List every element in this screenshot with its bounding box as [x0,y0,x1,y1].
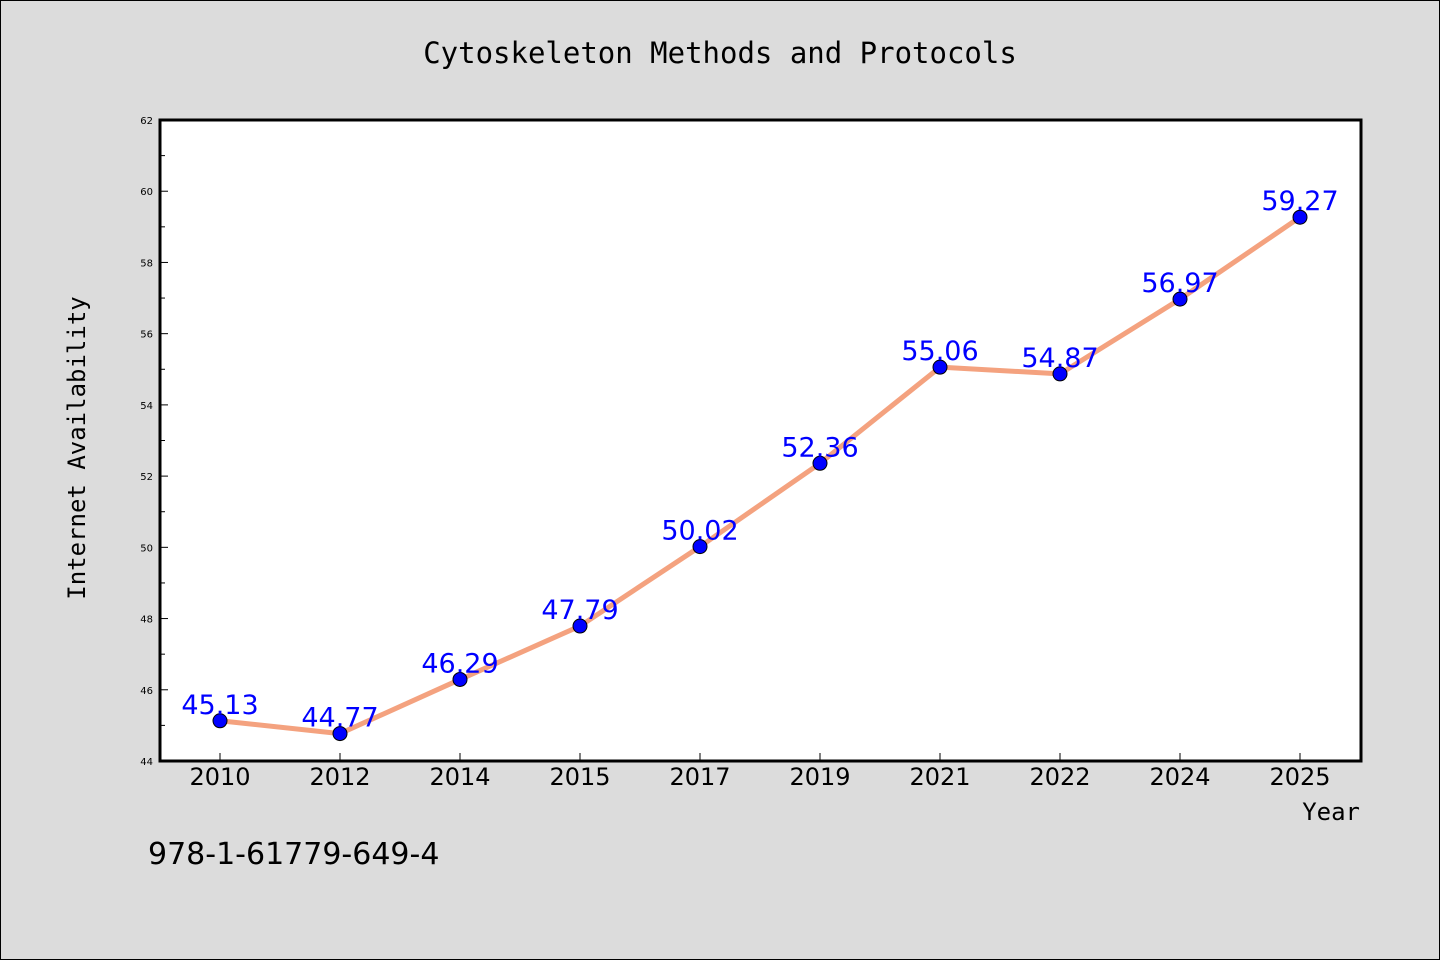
y-axis-label: Internet Availability [63,296,91,599]
x-tick-label: 2025 [1269,763,1330,791]
y-tick-label: 60 [140,187,153,198]
series-markers [212,209,1308,742]
y-tick-label: 56 [140,330,153,341]
plot-area [158,118,1363,763]
data-point [332,726,348,742]
data-point [1052,366,1068,382]
x-tick-label: 2015 [549,763,610,791]
data-point [212,713,228,729]
x-tick-label: 2021 [909,763,970,791]
data-label: 44.77 [301,703,378,734]
y-tick-label: 50 [140,543,153,554]
data-point [932,359,948,375]
y-tick-label: 46 [140,686,153,697]
data-label: 56.97 [1141,268,1218,299]
y-tick-label: 44 [140,757,153,768]
data-label: 54.87 [1021,343,1098,374]
y-tick-label: 58 [140,258,153,269]
x-axis-label: Year [1302,798,1360,826]
data-point [1292,209,1308,225]
data-label: 47.79 [541,595,618,626]
data-label: 55.06 [901,336,978,367]
data-label: 59.27 [1261,186,1338,217]
y-tick-label: 54 [140,401,153,412]
data-labels: 45.13 44.77 46.29 47.79 50.02 52.36 55.06 54.87… [181,186,1338,733]
series-line [219,215,1302,737]
x-tick-label: 2019 [789,763,850,791]
data-label: 50.02 [661,516,738,547]
x-tick-label: 2014 [429,763,490,791]
y-axis: 44 46 48 50 52 54 56 58 60 62 [140,116,168,768]
data-point [812,455,828,471]
data-point [572,618,588,634]
x-tick-label: 2022 [1029,763,1090,791]
y-tick-label: 62 [140,116,153,127]
x-tick-label: 2017 [669,763,730,791]
data-point [692,539,708,555]
x-axis: 2010 2012 2014 2015 2017 2019 2021 2022 2024 2025 [189,753,1331,791]
data-point [452,671,468,687]
data-point [1172,291,1188,307]
y-tick-label: 48 [140,615,153,626]
data-label: 52.36 [781,432,858,463]
y-tick-label: 52 [140,472,153,483]
x-tick-label: 2010 [189,763,250,791]
footnote-isbn: 978-1-61779-649-4 [148,837,439,872]
x-tick-label: 2024 [1149,763,1210,791]
data-label: 45.13 [181,690,258,721]
x-tick-label: 2012 [309,763,370,791]
data-label: 46.29 [421,648,498,679]
chart-title: Cytoskeleton Methods and Protocols [423,36,1017,70]
